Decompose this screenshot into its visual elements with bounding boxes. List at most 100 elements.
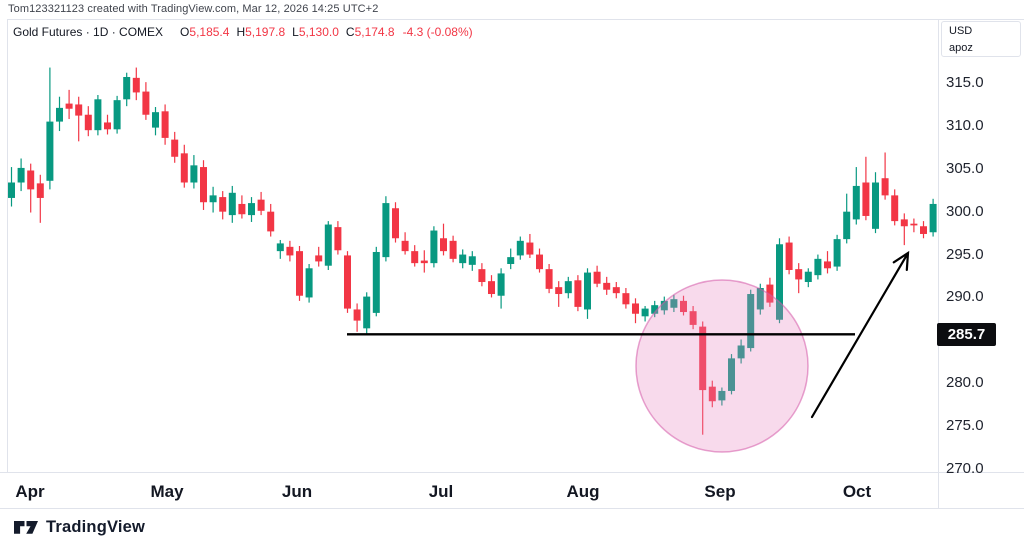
price-tick-290: 290.0 [946, 288, 984, 306]
candle-body [75, 104, 83, 116]
candle-body [929, 203, 937, 233]
candle-body [478, 269, 486, 283]
candle-body [680, 300, 687, 313]
candle-body [190, 165, 198, 183]
candle-body [843, 211, 851, 240]
time-axis-label-jun: Jun [281, 482, 313, 501]
candle-body [497, 273, 505, 296]
candle-body [776, 244, 783, 320]
support-price-label: 285.7 [937, 322, 996, 346]
candle-body [132, 77, 140, 93]
candle-body [536, 254, 543, 270]
unit-currency: USD [949, 25, 973, 37]
candle-body [881, 178, 889, 196]
candle-body [238, 203, 246, 215]
time-axis-label-apr: Apr [15, 482, 45, 501]
unit-measure: apoz [949, 42, 973, 54]
price-axis-unit-box: USD apoz [941, 21, 1021, 57]
candle-body [363, 296, 371, 329]
time-axis-label-jul: Jul [428, 482, 454, 501]
candle-body [315, 255, 323, 262]
candle-body [747, 294, 755, 349]
candle-body [104, 122, 111, 130]
candle-body [84, 114, 92, 131]
high-label: H [236, 25, 246, 39]
candle-body [113, 100, 121, 130]
candle-body [449, 240, 457, 259]
price-tick-305: 305.0 [946, 159, 984, 177]
price-axis-separator [938, 19, 939, 508]
candle-body [516, 240, 524, 256]
candle-body [612, 287, 620, 294]
candle-body [574, 280, 582, 307]
candle-body [382, 203, 390, 258]
candle-body [814, 258, 822, 276]
highlight-circle-drawing[interactable] [635, 279, 809, 453]
candle-body [27, 170, 35, 190]
candle-body [152, 112, 159, 128]
candle-body [372, 251, 380, 313]
candle-body [411, 251, 419, 264]
candle-body [920, 226, 927, 234]
candle-body [401, 240, 409, 252]
candle-body [795, 269, 803, 280]
tradingview-logo[interactable]: TradingView [13, 518, 145, 537]
candle-body [46, 121, 54, 181]
candle-body [545, 269, 553, 289]
candlestick-chart[interactable] [0, 0, 938, 472]
candle-body [267, 211, 275, 232]
candle-body [900, 219, 908, 227]
price-tick-295: 295.0 [946, 245, 984, 263]
pane-left-border [7, 19, 8, 472]
candle-body [852, 185, 860, 220]
candle-body [718, 390, 726, 401]
change-value: -4.3 (-0.08%) [402, 25, 473, 39]
candle-body [219, 197, 227, 212]
candle-body [824, 261, 831, 269]
time-axis-label-oct: Oct [842, 482, 872, 501]
candle-body [286, 246, 294, 256]
candle-body [699, 326, 707, 391]
price-tick-300: 300.0 [946, 202, 984, 220]
candle-body [257, 199, 265, 211]
candle-body [737, 345, 745, 359]
candle-body [622, 293, 630, 305]
candle-body [689, 311, 697, 325]
candle-body [632, 303, 639, 314]
candle-body [564, 281, 572, 294]
high-value: 5,197.8 [245, 25, 286, 39]
candle-body [296, 251, 303, 296]
candle-body [468, 256, 476, 265]
open-value: 5,185.4 [189, 25, 230, 39]
candle-body [872, 182, 879, 229]
candle-body [430, 230, 438, 264]
time-axis-top-border [0, 472, 1024, 473]
candle-body [56, 107, 63, 122]
candle-body [641, 308, 649, 317]
candle-body [392, 208, 399, 239]
candle-body [728, 358, 735, 391]
candle-body [584, 272, 591, 310]
candle-body [440, 238, 447, 252]
candle-body [324, 224, 332, 266]
candle-body [651, 305, 659, 314]
time-axis-label-sep: Sep [704, 482, 736, 501]
symbol-legend[interactable]: Gold Futures · 1D · COMEX O5,185.4 H5,197.… [13, 25, 473, 39]
candle-body [276, 243, 284, 252]
candle-body [785, 242, 793, 271]
time-axis[interactable]: Apr May Jun Jul Aug Sep Oct [0, 472, 938, 508]
price-tick-310: 310.0 [946, 116, 984, 134]
open-label: O [180, 25, 190, 39]
symbol-title: Gold Futures · 1D · COMEX [13, 25, 164, 39]
time-axis-bottom-border [0, 508, 1024, 509]
candle-body [862, 182, 870, 216]
candle-body [17, 167, 25, 183]
candle-body [123, 76, 131, 100]
candle-body [708, 386, 716, 402]
pane-top-border [7, 19, 1024, 20]
breakout-arrow-drawing[interactable] [810, 250, 910, 419]
candle-body [180, 153, 188, 183]
candle-body [766, 284, 774, 303]
tradingview-logo-icon [14, 521, 38, 534]
candle-body [593, 271, 601, 284]
